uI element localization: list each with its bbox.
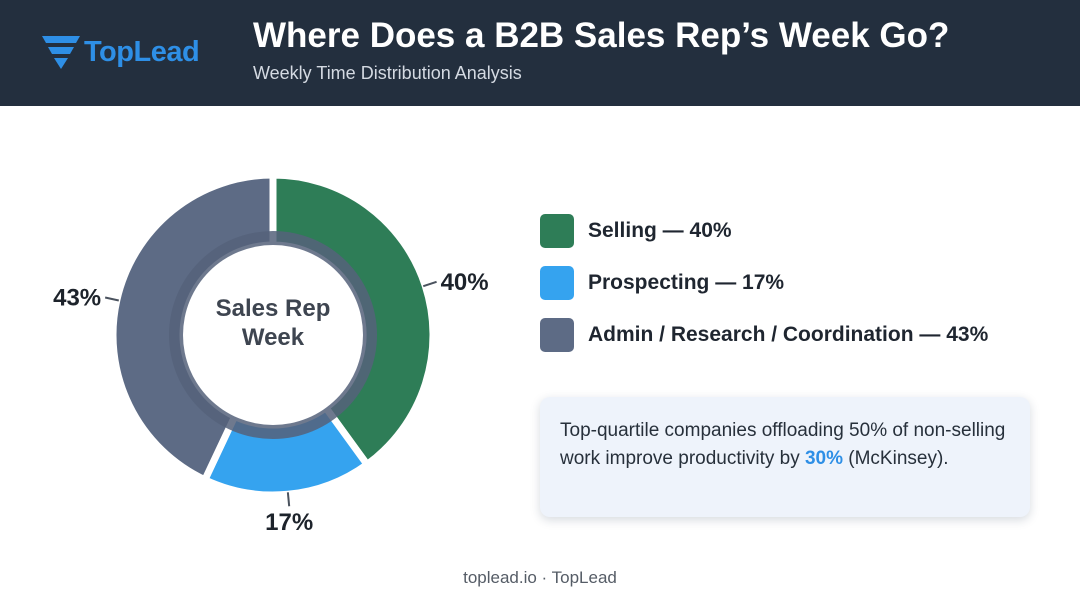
leader-line-0 [422, 280, 437, 288]
leader-line-1 [286, 492, 291, 507]
legend-label-selling: Selling — 40% [588, 219, 732, 242]
insight-callout: Top-quartile companies offloading 50% of… [540, 397, 1030, 517]
legend-label-admin: Admin / Research / Coordination — 43% [588, 323, 989, 346]
chart-legend: Selling — 40% Prospecting — 17% Admin / … [540, 212, 1060, 368]
legend-item-prospecting[interactable]: Prospecting — 17% [540, 264, 1060, 300]
callout-text-after: (McKinsey). [843, 448, 949, 469]
donut-center-label-line-2: Week [242, 324, 305, 351]
legend-swatch-admin [540, 318, 574, 352]
slice-label-admin: 43% [53, 284, 101, 311]
header-bar: TopLead Where Does a B2B Sales Rep’s Wee… [0, 0, 1080, 106]
legend-item-selling[interactable]: Selling — 40% [540, 212, 1060, 248]
slice-label-prospecting: 17% [265, 509, 313, 536]
donut-center-label-line-1: Sales Rep [216, 295, 331, 322]
donut-hole [183, 245, 363, 425]
legend-swatch-selling [540, 214, 574, 248]
legend-label-prospecting: Prospecting — 17% [588, 271, 785, 294]
legend-swatch-prospecting [540, 266, 574, 300]
leader-line-2 [104, 296, 120, 302]
donut-chart: Sales Rep Week 40% 17% 43% [53, 171, 489, 536]
page-title: Where Does a B2B Sales Rep’s Week Go? [253, 16, 950, 55]
callout-highlight: 30% [804, 448, 843, 469]
logo-text: TopLead [84, 36, 200, 68]
footer-credit[interactable]: toplead.io · TopLead [463, 568, 617, 587]
page-subtitle: Weekly Time Distribution Analysis [253, 63, 522, 83]
callout-text: Top-quartile companies offloading 50% of… [560, 417, 1020, 473]
callout-text-before: Top-quartile companies offloading 50% of… [560, 420, 1006, 469]
toplead-logo[interactable]: TopLead [40, 30, 220, 74]
toplead-logo-icon [42, 36, 80, 69]
slice-label-selling: 40% [441, 269, 489, 296]
legend-item-admin[interactable]: Admin / Research / Coordination — 43% [540, 316, 1060, 352]
